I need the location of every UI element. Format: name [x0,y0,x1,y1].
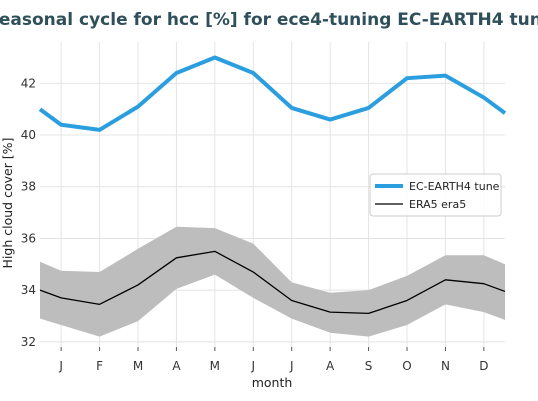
x-axis-label: month [252,375,293,390]
series-1-range-band [40,226,505,337]
y-tick-label-32: 32 [21,335,36,349]
x-tick-label-2: M [133,359,143,373]
x-tick-label-0: J [58,359,63,373]
x-tick-label-11: D [479,359,488,373]
y-tick-label-42: 42 [21,76,36,90]
y-tick-label-38: 38 [21,180,36,194]
chart-legend: EC-EARTH4 tune ERA5 era5 [369,173,502,217]
series-1-line [39,250,506,315]
y-tick-labels: 32 34 36 38 40 42 [21,76,36,348]
line-layer [38,55,507,315]
legend-label-era5: ERA5 era5 [409,198,466,211]
x-tick-label-5: J [251,359,256,373]
y-axis-label: High cloud cover [%] [0,138,15,269]
y-tick-label-34: 34 [21,283,36,297]
legend-label-ec-earth4: EC-EARTH4 tune [409,180,500,193]
x-tick-label-1: F [96,359,103,373]
y-tick-label-40: 40 [21,128,36,142]
x-tick-label-8: S [365,359,373,373]
band-layer [40,226,505,337]
x-tick-label-9: O [402,359,411,373]
x-tick-label-7: A [326,359,335,373]
x-tick-label-10: N [441,359,450,373]
y-tick-label-36: 36 [21,231,36,245]
x-tick-label-3: A [172,359,181,373]
x-tick-label-4: M [210,359,220,373]
x-tick-label-6: J [289,359,294,373]
series-0-line [38,55,507,132]
chart-title: Seasonal cycle for hcc [%] for ece4-tuni… [0,10,538,30]
